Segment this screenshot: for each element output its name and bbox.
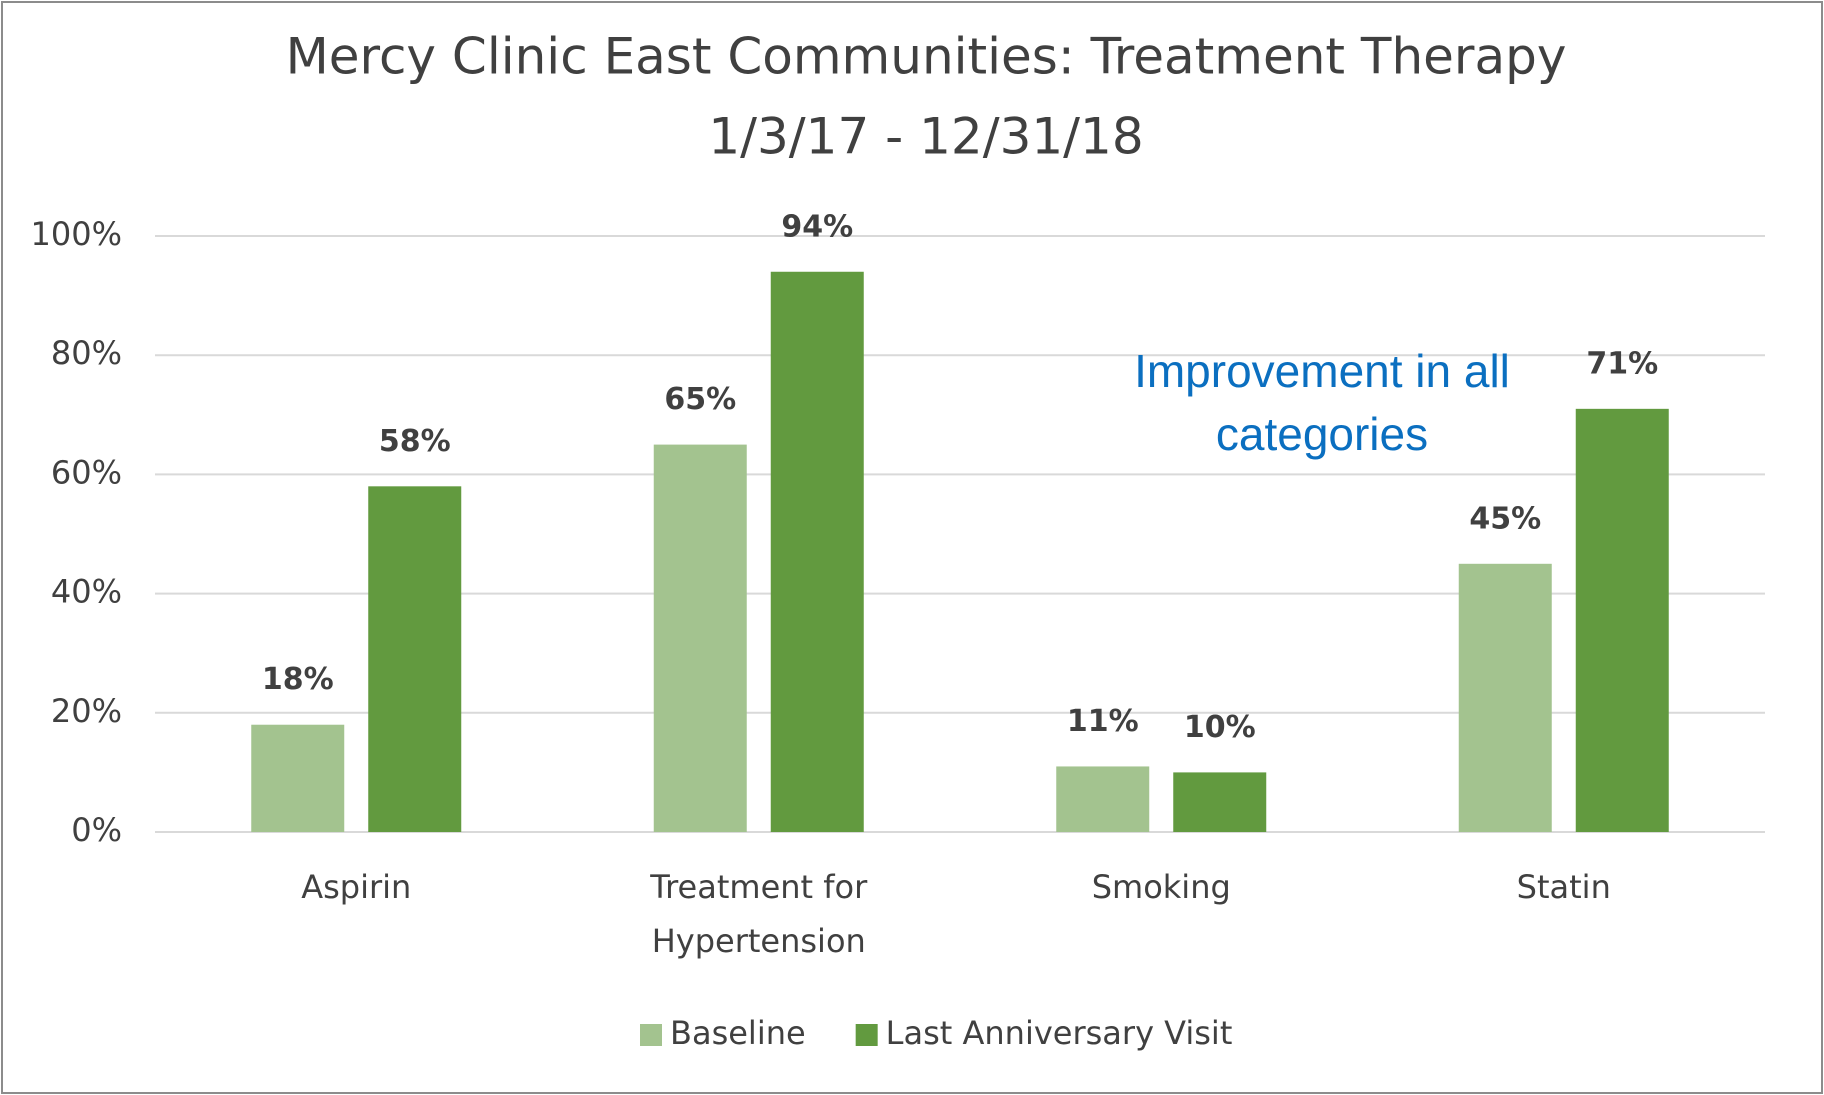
chart-title: Mercy Clinic East Communities: Treatment… [286,28,1567,86]
bar [251,724,345,832]
legend-label: Last Anniversary Visit [886,1014,1233,1052]
legend-swatch [640,1024,662,1046]
y-tick-label: 60% [51,453,122,491]
x-tick-label: Treatment for Hypertension [650,868,868,960]
y-tick-label: 40% [51,573,122,611]
bar [1173,772,1267,832]
data-label: 45% [1469,501,1541,536]
bar [1458,563,1552,832]
chart-subtitle: 1/3/17 - 12/31/18 [708,108,1143,166]
data-label: 65% [664,382,736,417]
x-tick-label: Statin [1516,868,1611,906]
y-tick-label: 20% [51,692,122,730]
data-label: 58% [379,424,451,459]
data-label: 94% [781,209,853,244]
y-tick-label: 80% [51,334,122,372]
bar [1575,408,1669,832]
y-tick-label: 0% [71,811,122,849]
bar [770,271,864,832]
data-label: 71% [1586,346,1658,381]
x-tick-label: Aspirin [301,868,412,906]
data-label: 11% [1067,704,1139,739]
bar [368,486,462,832]
data-label: 18% [262,662,334,697]
y-tick-label: 100% [31,215,122,253]
bar [1056,766,1150,832]
data-label: 10% [1184,710,1256,745]
legend-label: Baseline [670,1014,806,1052]
x-tick-label: Smoking [1091,868,1231,906]
legend-swatch [855,1024,878,1046]
annotation: Improvement in all categories [1134,345,1510,460]
bar [653,444,747,832]
